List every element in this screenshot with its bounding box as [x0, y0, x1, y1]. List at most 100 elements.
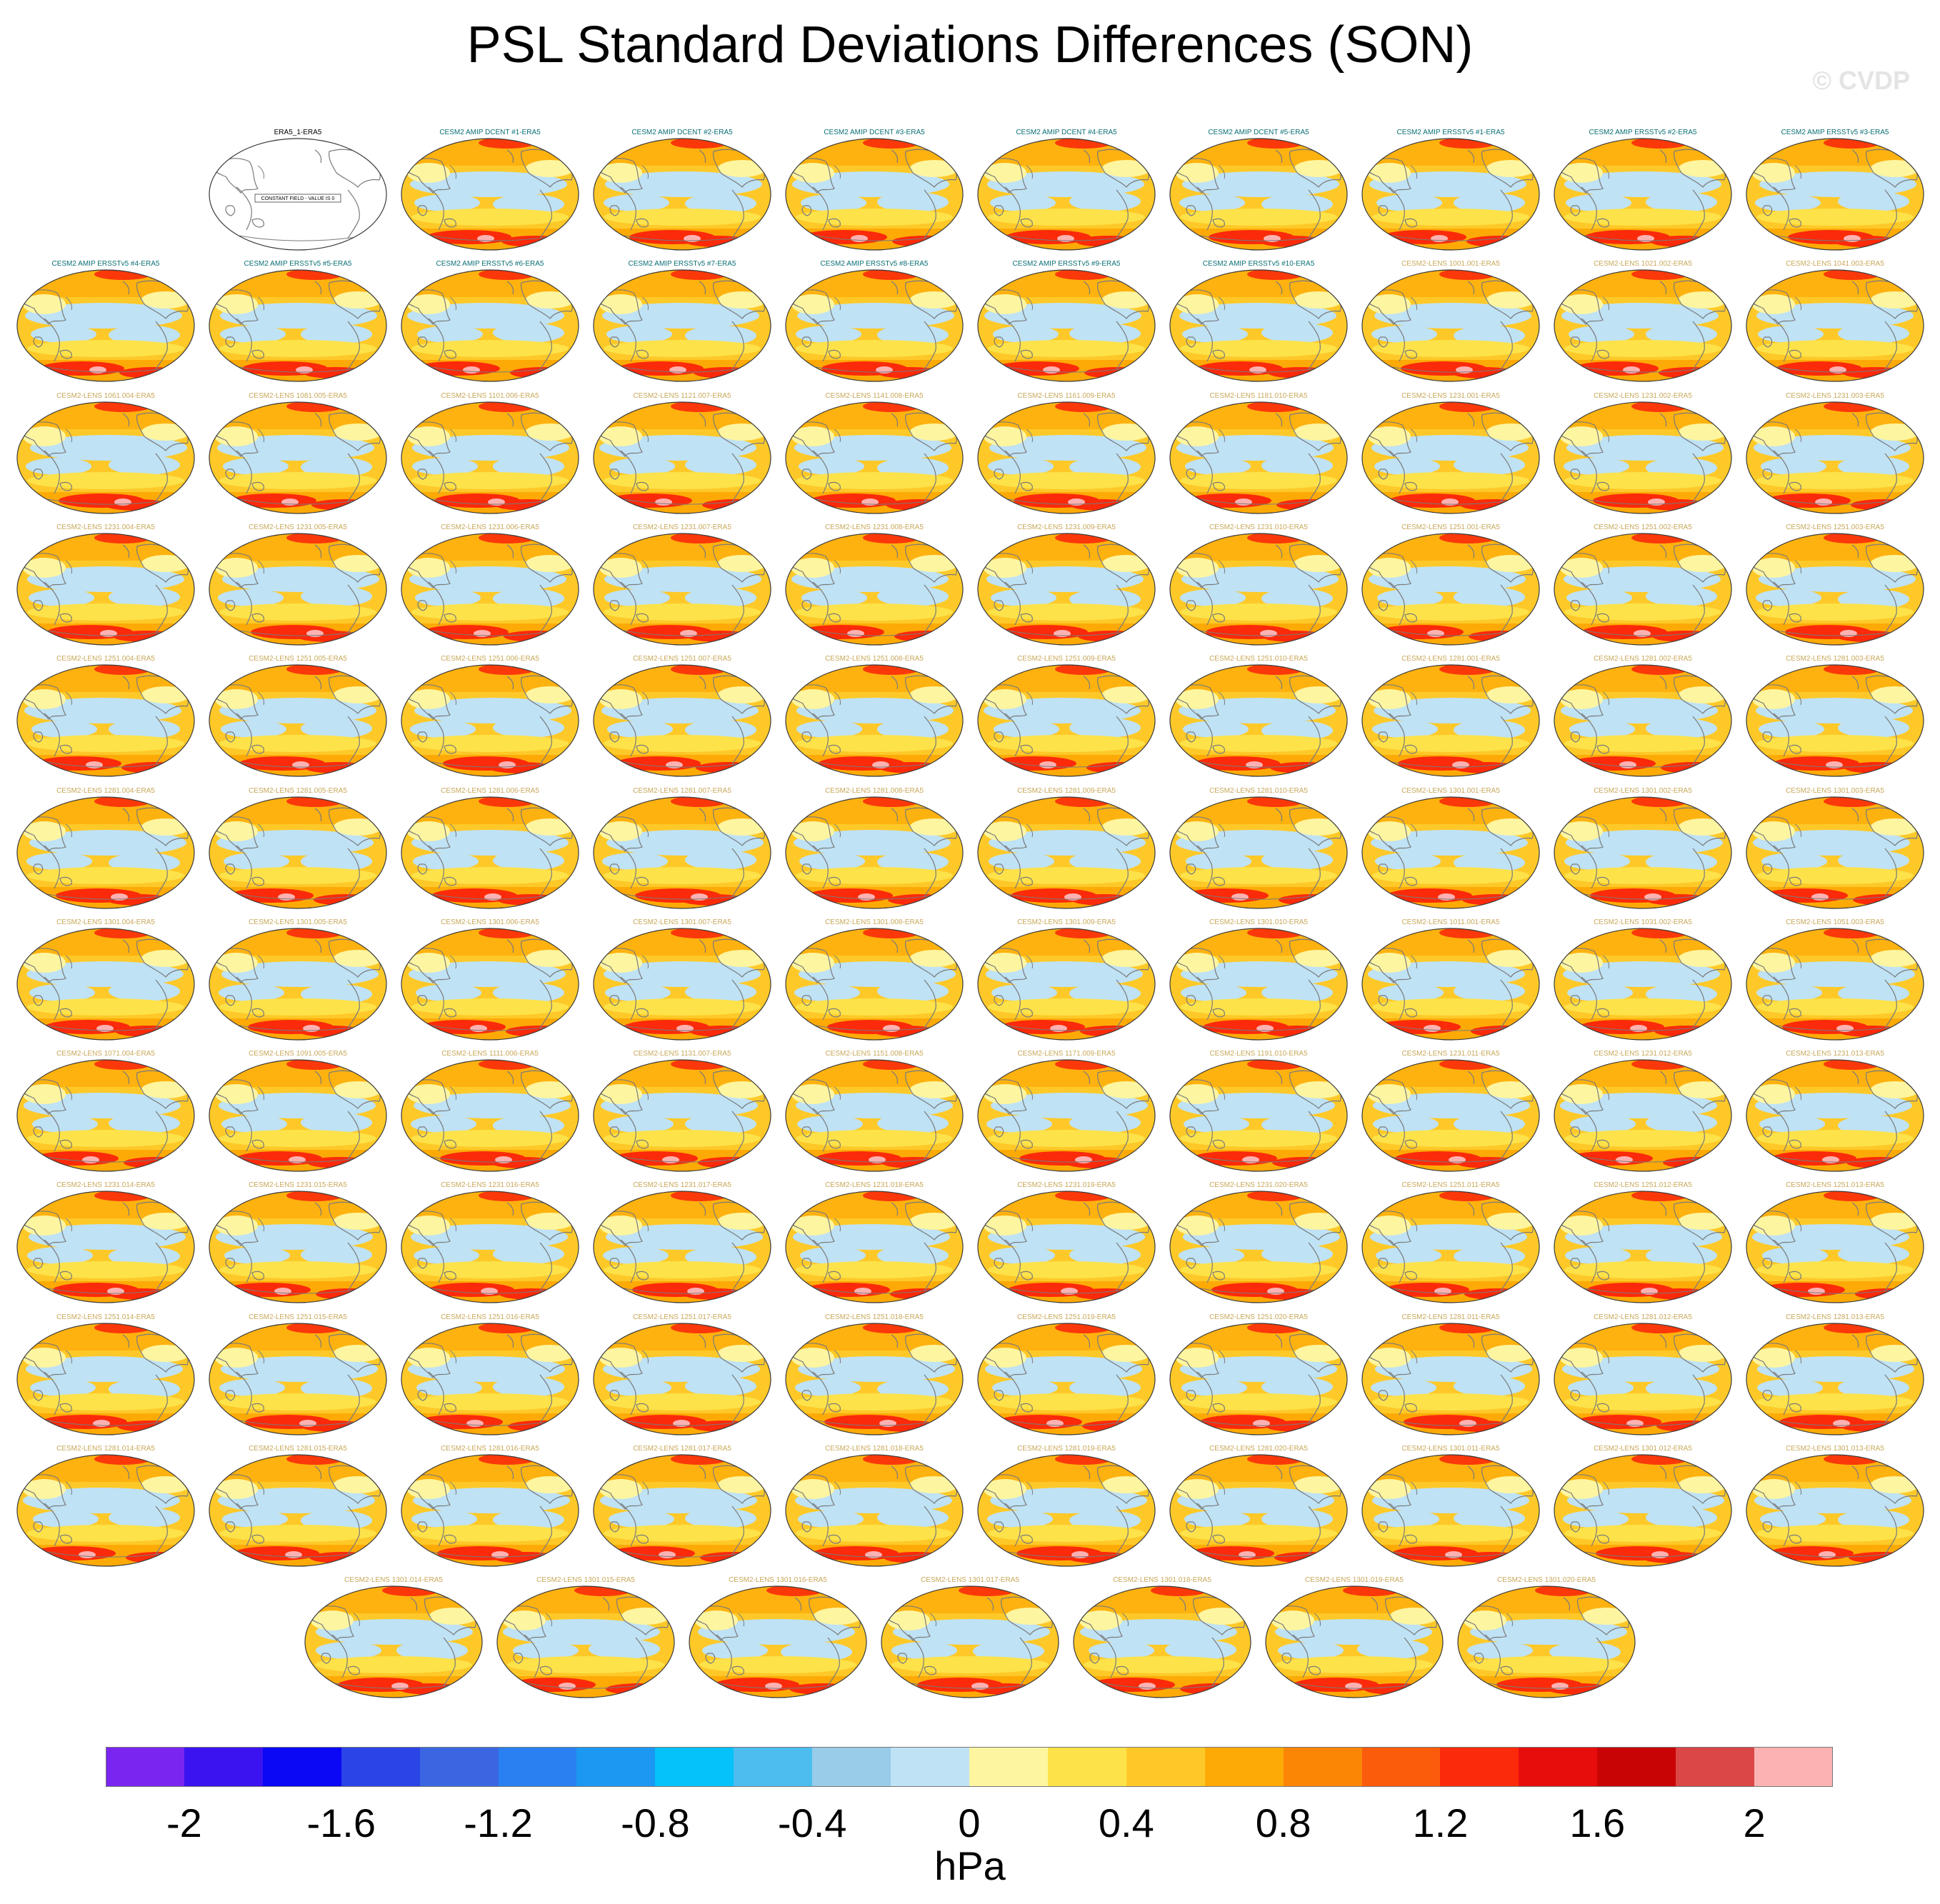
colorbar-tick-label: -0.4 — [777, 1800, 847, 1845]
world-map — [785, 533, 964, 646]
panel-title: CESM2-LENS 1231.013-ERA5 — [1786, 1050, 1884, 1058]
world-map — [1361, 1191, 1540, 1303]
panel-title: CESM2-LENS 1281.019-ERA5 — [1017, 1445, 1116, 1453]
world-map — [1554, 928, 1732, 1041]
colorbar-box — [576, 1747, 656, 1787]
world-map — [785, 1454, 964, 1567]
map-panel: CESM2 AMIP ERSSTv5 #4-ERA5 — [11, 260, 200, 386]
colorbar-box — [655, 1747, 734, 1787]
world-map — [16, 664, 195, 777]
colorbar-box — [1754, 1747, 1834, 1787]
panel-title: CESM2-LENS 1231.006-ERA5 — [441, 523, 539, 531]
world-map — [16, 928, 195, 1041]
panel-title: CESM2-LENS 1301.015-ERA5 — [536, 1576, 635, 1585]
map-panel: CESM2-LENS 1231.011-ERA5 — [1356, 1050, 1545, 1176]
panel-title: CESM2-LENS 1281.002-ERA5 — [1594, 655, 1692, 663]
panel-title: CESM2-LENS 1231.008-ERA5 — [825, 523, 924, 531]
world-map — [593, 269, 771, 382]
world-map — [16, 1191, 195, 1303]
map-panel: CESM2-LENS 1231.015-ERA5 — [204, 1181, 392, 1307]
colorbar-box — [1204, 1747, 1284, 1787]
world-map — [401, 1191, 579, 1303]
panel-title: CESM2-LENS 1281.018-ERA5 — [825, 1445, 924, 1453]
panel-title: CESM2-LENS 1151.008-ERA5 — [825, 1050, 924, 1058]
map-panel: CESM2-LENS 1231.001-ERA5 — [1356, 392, 1545, 518]
map-panel: CESM2 AMIP ERSSTv5 #6-ERA5 — [396, 260, 584, 386]
map-panel: CESM2-LENS 1301.012-ERA5 — [1549, 1445, 1737, 1570]
world-map — [1554, 664, 1732, 777]
world-map — [1554, 1059, 1732, 1172]
world-map — [785, 664, 964, 777]
map-panel: CESM2-LENS 1231.012-ERA5 — [1549, 1050, 1737, 1176]
colorbar-box — [1676, 1747, 1755, 1787]
map-panel: CESM2-LENS 1301.010-ERA5 — [1164, 918, 1353, 1044]
chart-title: PSL Standard Deviations Differences (SON… — [466, 16, 1474, 74]
panel-title: CESM2-LENS 1251.008-ERA5 — [825, 655, 924, 663]
panel-title: CESM2-LENS 1231.009-ERA5 — [1017, 523, 1116, 531]
panel-title: CESM2 AMIP ERSSTv5 #5-ERA5 — [244, 260, 352, 269]
world-map — [1554, 1454, 1732, 1567]
colorbar — [106, 1747, 1834, 1788]
colorbar-tick-label: 1.2 — [1412, 1800, 1469, 1845]
panel-title: CESM2-LENS 1031.002-ERA5 — [1594, 918, 1692, 926]
panel-title: CESM2-LENS 1301.001-ERA5 — [1401, 786, 1500, 795]
colorbar-box — [891, 1747, 970, 1787]
colorbar-box — [1047, 1747, 1127, 1787]
world-map — [1554, 401, 1732, 514]
world-map — [1746, 138, 1924, 251]
map-panel: CESM2-LENS 1041.003-ERA5 — [1741, 260, 1929, 386]
map-panel: CESM2-LENS 1281.017-ERA5 — [588, 1445, 776, 1570]
panel-title: CESM2-LENS 1281.001-ERA5 — [1401, 655, 1500, 663]
panel-title: CESM2-LENS 1091.005-ERA5 — [249, 1050, 347, 1058]
map-panel: CESM2-LENS 1021.002-ERA5 — [1549, 260, 1737, 386]
world-map — [1746, 1323, 1924, 1435]
panel-title: CESM2-LENS 1301.006-ERA5 — [441, 918, 539, 926]
panel-title: CESM2-LENS 1281.011-ERA5 — [1401, 1313, 1500, 1321]
world-map — [785, 269, 964, 382]
panel-title: CESM2-LENS 1251.002-ERA5 — [1594, 523, 1692, 531]
map-panel: CESM2-LENS 1251.004-ERA5 — [11, 655, 200, 781]
panel-title: CESM2-LENS 1231.005-ERA5 — [249, 523, 347, 531]
panel-title: CESM2-LENS 1251.006-ERA5 — [441, 655, 539, 663]
map-panel: CESM2-LENS 1251.007-ERA5 — [588, 655, 776, 781]
panel-title: CESM2 AMIP DCENT #3-ERA5 — [824, 129, 925, 136]
world-map — [209, 664, 387, 777]
panel-title: CESM2-LENS 1251.003-ERA5 — [1786, 523, 1884, 531]
panel-title: CESM2-LENS 1251.012-ERA5 — [1594, 1181, 1692, 1190]
world-map — [209, 796, 387, 909]
panel-title: CESM2-LENS 1251.014-ERA5 — [56, 1313, 155, 1321]
world-map — [16, 1323, 195, 1435]
world-map — [785, 138, 964, 251]
world-map — [977, 1454, 1156, 1567]
map-panel: CESM2-LENS 1281.003-ERA5 — [1741, 655, 1929, 781]
map-panel: CESM2-LENS 1251.020-ERA5 — [1164, 1313, 1353, 1439]
map-panel: CESM2-LENS 1251.016-ERA5 — [396, 1313, 584, 1439]
panel-title: CESM2-LENS 1301.008-ERA5 — [825, 918, 924, 926]
colorbar-box — [419, 1747, 499, 1787]
world-map — [1361, 1323, 1540, 1435]
world-map — [1361, 138, 1540, 251]
colorbar-tick-label: -2 — [166, 1800, 202, 1845]
world-map — [593, 664, 771, 777]
panel-title: ERA5_1-ERA5 — [274, 129, 322, 136]
map-panel: CESM2-LENS 1231.014-ERA5 — [11, 1181, 200, 1307]
panel-title: CESM2-LENS 1251.015-ERA5 — [249, 1313, 347, 1321]
map-panel: CESM2-LENS 1011.001-ERA5 — [1356, 918, 1545, 1044]
map-panel: CESM2-LENS 1251.012-ERA5 — [1549, 1181, 1737, 1307]
world-map — [209, 928, 387, 1041]
map-panel: CESM2-LENS 1301.017-ERA5 — [876, 1576, 1064, 1702]
world-map — [785, 401, 964, 514]
panel-title: CESM2-LENS 1301.009-ERA5 — [1017, 918, 1116, 926]
panel-title: CESM2 AMIP ERSSTv5 #8-ERA5 — [820, 260, 929, 269]
map-panel: CESM2-LENS 1231.003-ERA5 — [1741, 392, 1929, 518]
panel-title: CESM2 AMIP DCENT #2-ERA5 — [631, 129, 733, 136]
world-map — [1169, 664, 1348, 777]
panel-title: CESM2-LENS 1231.020-ERA5 — [1209, 1181, 1308, 1190]
map-panel: CESM2-LENS 1281.004-ERA5 — [11, 787, 200, 913]
map-panel-grid: ERA5_1-ERA5 CONSTANT FIELD - VALUE IS 0 CE… — [11, 129, 1929, 1702]
panel-title: CESM2-LENS 1171.009-ERA5 — [1017, 1050, 1116, 1058]
colorbar-box — [341, 1747, 421, 1787]
map-panel: CESM2-LENS 1251.019-ERA5 — [972, 1313, 1161, 1439]
panel-title: CESM2-LENS 1251.009-ERA5 — [1017, 655, 1116, 663]
world-map — [977, 796, 1156, 909]
